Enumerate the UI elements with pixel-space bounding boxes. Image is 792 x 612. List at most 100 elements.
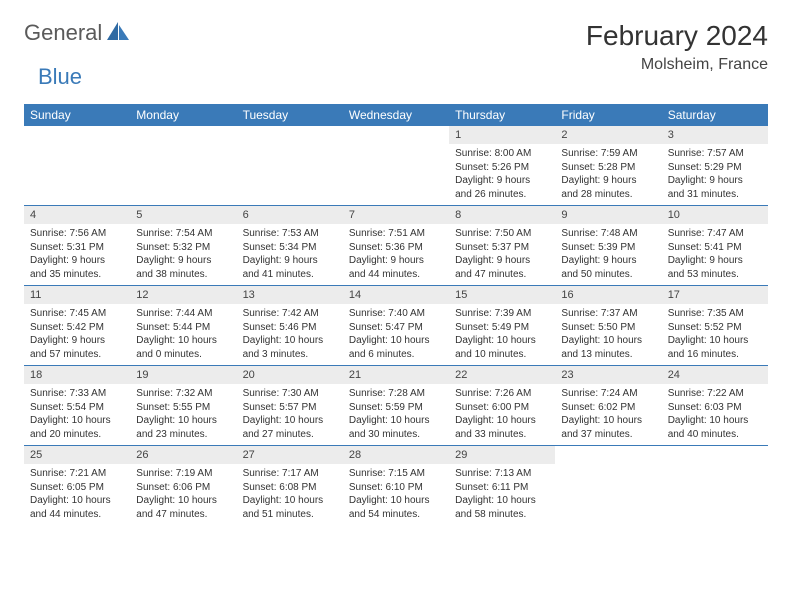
calendar-week-row: 4Sunrise: 7:56 AMSunset: 5:31 PMDaylight… [24,206,768,286]
calendar-day-cell: 4Sunrise: 7:56 AMSunset: 5:31 PMDaylight… [24,206,130,286]
day-number: 6 [237,206,343,224]
calendar-day-cell: 28Sunrise: 7:15 AMSunset: 6:10 PMDayligh… [343,446,449,525]
daylight-text: Daylight: 10 hours [243,494,337,508]
daylight-text: and 44 minutes. [349,268,443,282]
day-details: Sunrise: 7:22 AMSunset: 6:03 PMDaylight:… [662,384,768,445]
sunrise-text: Sunrise: 7:22 AM [668,387,762,401]
day-details: Sunrise: 7:51 AMSunset: 5:36 PMDaylight:… [343,224,449,285]
daylight-text: and 28 minutes. [561,188,655,202]
sunset-text: Sunset: 5:47 PM [349,321,443,335]
day-number: 11 [24,286,130,304]
daylight-text: and 23 minutes. [136,428,230,442]
calendar-day-cell: 7Sunrise: 7:51 AMSunset: 5:36 PMDaylight… [343,206,449,286]
day-number: 1 [449,126,555,144]
sunrise-text: Sunrise: 8:00 AM [455,147,549,161]
sunset-text: Sunset: 5:37 PM [455,241,549,255]
day-number: 13 [237,286,343,304]
sunset-text: Sunset: 6:08 PM [243,481,337,495]
day-number: 20 [237,366,343,384]
sunrise-text: Sunrise: 7:37 AM [561,307,655,321]
calendar-day-cell: 21Sunrise: 7:28 AMSunset: 5:59 PMDayligh… [343,366,449,446]
day-number: 29 [449,446,555,464]
day-details: Sunrise: 7:15 AMSunset: 6:10 PMDaylight:… [343,464,449,525]
sunset-text: Sunset: 6:11 PM [455,481,549,495]
weekday-header: Thursday [449,104,555,126]
daylight-text: Daylight: 10 hours [349,414,443,428]
sunrise-text: Sunrise: 7:45 AM [30,307,124,321]
daylight-text: and 51 minutes. [243,508,337,522]
day-details: Sunrise: 7:21 AMSunset: 6:05 PMDaylight:… [24,464,130,525]
daylight-text: and 26 minutes. [455,188,549,202]
day-number: 28 [343,446,449,464]
sunrise-text: Sunrise: 7:42 AM [243,307,337,321]
daylight-text: Daylight: 10 hours [30,414,124,428]
day-details: Sunrise: 7:13 AMSunset: 6:11 PMDaylight:… [449,464,555,525]
daylight-text: and 16 minutes. [668,348,762,362]
day-number: 27 [237,446,343,464]
sunrise-text: Sunrise: 7:44 AM [136,307,230,321]
calendar-day-cell: 27Sunrise: 7:17 AMSunset: 6:08 PMDayligh… [237,446,343,525]
day-number: 26 [130,446,236,464]
day-number: 10 [662,206,768,224]
daylight-text: and 47 minutes. [136,508,230,522]
sunset-text: Sunset: 5:41 PM [668,241,762,255]
daylight-text: Daylight: 9 hours [668,254,762,268]
weekday-header: Saturday [662,104,768,126]
sunset-text: Sunset: 5:36 PM [349,241,443,255]
day-number: 8 [449,206,555,224]
daylight-text: Daylight: 10 hours [561,414,655,428]
calendar-day-cell [24,126,130,206]
daylight-text: Daylight: 10 hours [455,334,549,348]
calendar-day-cell: 8Sunrise: 7:50 AMSunset: 5:37 PMDaylight… [449,206,555,286]
day-number: 5 [130,206,236,224]
daylight-text: and 10 minutes. [455,348,549,362]
calendar-day-cell: 5Sunrise: 7:54 AMSunset: 5:32 PMDaylight… [130,206,236,286]
calendar-day-cell [662,446,768,525]
day-details: Sunrise: 7:54 AMSunset: 5:32 PMDaylight:… [130,224,236,285]
calendar-day-cell: 23Sunrise: 7:24 AMSunset: 6:02 PMDayligh… [555,366,661,446]
daylight-text: Daylight: 9 hours [561,174,655,188]
sunset-text: Sunset: 6:03 PM [668,401,762,415]
calendar-day-cell: 20Sunrise: 7:30 AMSunset: 5:57 PMDayligh… [237,366,343,446]
sunset-text: Sunset: 5:28 PM [561,161,655,175]
sunrise-text: Sunrise: 7:26 AM [455,387,549,401]
sunrise-text: Sunrise: 7:54 AM [136,227,230,241]
sunrise-text: Sunrise: 7:21 AM [30,467,124,481]
daylight-text: and 53 minutes. [668,268,762,282]
sunrise-text: Sunrise: 7:33 AM [30,387,124,401]
daylight-text: Daylight: 9 hours [243,254,337,268]
calendar-day-cell: 1Sunrise: 8:00 AMSunset: 5:26 PMDaylight… [449,126,555,206]
sunrise-text: Sunrise: 7:28 AM [349,387,443,401]
sunset-text: Sunset: 6:00 PM [455,401,549,415]
calendar-table: Sunday Monday Tuesday Wednesday Thursday… [24,104,768,525]
calendar-day-cell: 11Sunrise: 7:45 AMSunset: 5:42 PMDayligh… [24,286,130,366]
sunset-text: Sunset: 6:06 PM [136,481,230,495]
day-details: Sunrise: 7:28 AMSunset: 5:59 PMDaylight:… [343,384,449,445]
daylight-text: and 35 minutes. [30,268,124,282]
calendar-day-cell: 15Sunrise: 7:39 AMSunset: 5:49 PMDayligh… [449,286,555,366]
daylight-text: and 40 minutes. [668,428,762,442]
daylight-text: and 0 minutes. [136,348,230,362]
day-details: Sunrise: 7:48 AMSunset: 5:39 PMDaylight:… [555,224,661,285]
day-number: 22 [449,366,555,384]
day-number: 23 [555,366,661,384]
daylight-text: and 33 minutes. [455,428,549,442]
daylight-text: and 44 minutes. [30,508,124,522]
daylight-text: Daylight: 10 hours [30,494,124,508]
day-number: 18 [24,366,130,384]
sunset-text: Sunset: 5:31 PM [30,241,124,255]
weekday-header: Monday [130,104,236,126]
sunset-text: Sunset: 5:50 PM [561,321,655,335]
daylight-text: Daylight: 10 hours [668,334,762,348]
sunset-text: Sunset: 5:44 PM [136,321,230,335]
sunrise-text: Sunrise: 7:48 AM [561,227,655,241]
calendar-week-row: 11Sunrise: 7:45 AMSunset: 5:42 PMDayligh… [24,286,768,366]
logo-sail-icon [107,22,129,45]
daylight-text: and 20 minutes. [30,428,124,442]
day-details: Sunrise: 7:57 AMSunset: 5:29 PMDaylight:… [662,144,768,205]
daylight-text: Daylight: 9 hours [455,254,549,268]
sunrise-text: Sunrise: 7:30 AM [243,387,337,401]
sunset-text: Sunset: 5:54 PM [30,401,124,415]
daylight-text: Daylight: 10 hours [243,334,337,348]
calendar-day-cell: 22Sunrise: 7:26 AMSunset: 6:00 PMDayligh… [449,366,555,446]
